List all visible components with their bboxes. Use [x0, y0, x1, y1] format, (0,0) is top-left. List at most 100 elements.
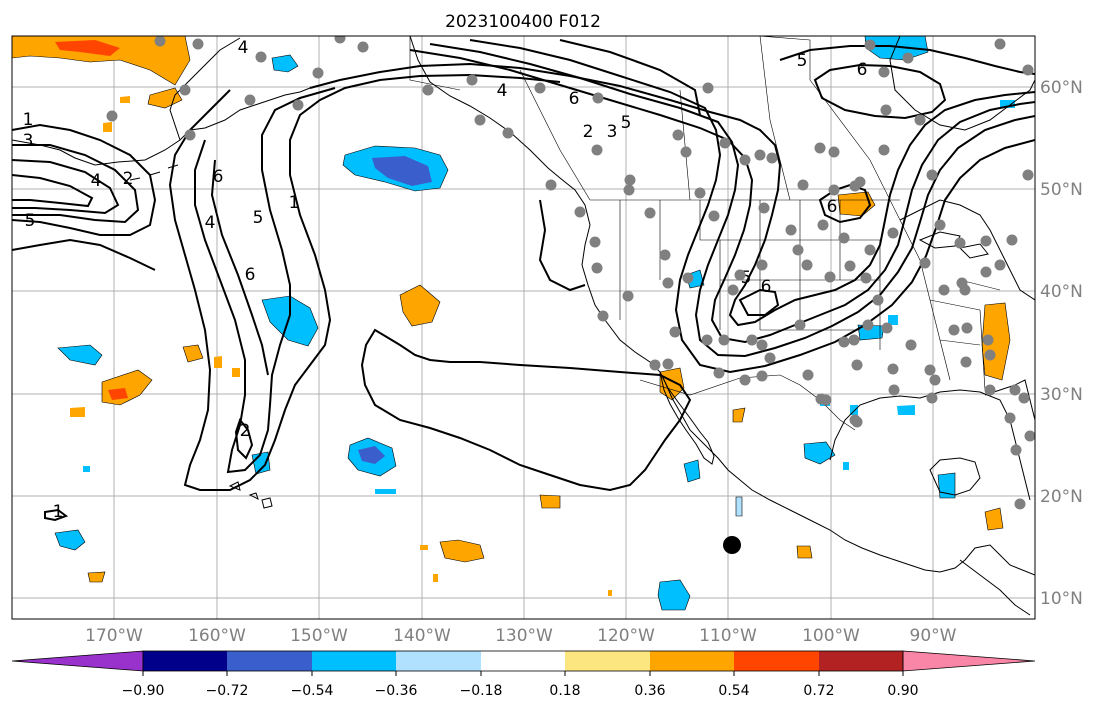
- station-marker: [961, 322, 973, 334]
- station-marker: [864, 244, 876, 256]
- station-marker: [802, 369, 814, 381]
- station-marker: [179, 84, 191, 96]
- station-marker: [924, 364, 936, 376]
- station-marker: [708, 210, 720, 222]
- station-marker: [192, 38, 204, 50]
- colorbar-segment: [650, 651, 734, 671]
- colorbar-tick-label: 0.72: [803, 683, 834, 699]
- station-marker: [422, 84, 434, 96]
- strong-positive-anomaly-area: [108, 388, 128, 400]
- station-marker: [719, 137, 731, 149]
- strong-negative-anomaly-area: [358, 446, 385, 464]
- station-marker: [662, 277, 674, 289]
- contour-label: 2: [240, 421, 251, 441]
- station-marker: [756, 370, 768, 382]
- colorbar-tick-label: −0.54: [291, 683, 334, 699]
- negative-anomaly-area: [803, 441, 836, 465]
- positive-anomaly-area: [12, 36, 191, 86]
- station-marker: [244, 94, 256, 106]
- lon-tick-label: 110°W: [699, 626, 757, 646]
- station-marker: [794, 319, 806, 331]
- lat-tick-label: 60°N: [1040, 78, 1083, 98]
- station-marker: [872, 294, 884, 306]
- station-marker: [701, 334, 713, 346]
- negative-anomaly-area: [683, 459, 701, 483]
- colorbar-tick-label: −0.90: [122, 683, 165, 699]
- station-marker: [1004, 412, 1016, 424]
- anomaly-shading: [12, 36, 1015, 611]
- colorbar-segment: [143, 651, 227, 671]
- positive-anomaly-area: [420, 545, 428, 550]
- negative-anomaly-area: [657, 579, 691, 611]
- station-marker: [1022, 169, 1034, 181]
- station-marker: [739, 374, 751, 386]
- station-marker: [828, 146, 840, 158]
- colorbar-segment: [565, 651, 650, 671]
- colorbar-outline: [142, 650, 904, 672]
- station-marker: [1014, 498, 1026, 510]
- positive-anomaly-area: [732, 407, 746, 423]
- positive-anomaly-area: [433, 574, 438, 582]
- station-marker: [702, 82, 714, 94]
- station-marker: [766, 152, 778, 164]
- colorbar-extend-low: [11, 650, 144, 672]
- colorbar-segment: [819, 651, 903, 671]
- contour-label: 5: [741, 268, 752, 288]
- strong-positive-anomaly-area: [55, 40, 120, 56]
- station-marker: [948, 324, 960, 336]
- station-marker: [466, 74, 478, 86]
- station-marker: [357, 41, 369, 53]
- lon-tick-label: 120°W: [597, 626, 655, 646]
- contour-label: 1: [23, 110, 34, 130]
- lat-tick-label: 50°N: [1040, 180, 1083, 200]
- station-marker: [815, 393, 827, 405]
- station-marker: [984, 384, 996, 396]
- station-marker: [984, 349, 996, 361]
- station-marker: [589, 236, 601, 248]
- lon-tick-label: 90°W: [910, 626, 957, 646]
- contour-label: 5: [621, 113, 632, 133]
- colorbar-extend-high: [902, 650, 1036, 672]
- station-marker: [154, 36, 166, 47]
- station-marker: [849, 180, 861, 192]
- station-marker: [887, 227, 899, 239]
- negative-anomaly-area: [271, 54, 299, 73]
- colorbar-segment: [396, 651, 481, 671]
- station-marker: [680, 146, 692, 158]
- station-marker: [814, 142, 826, 154]
- station-marker: [887, 363, 899, 375]
- station-marker: [860, 272, 872, 284]
- colorbar-tick-label: −0.36: [375, 683, 418, 699]
- station-marker: [926, 169, 938, 181]
- station-marker: [1010, 444, 1022, 456]
- station-marker: [694, 187, 706, 199]
- contour-label: 5: [25, 211, 36, 231]
- colorbar-segment: [481, 651, 565, 671]
- station-marker: [878, 66, 890, 78]
- station-marker: [1006, 234, 1018, 246]
- lat-tick-label: 30°N: [1040, 385, 1083, 405]
- station-marker: [1024, 430, 1035, 442]
- contour-label: 2: [583, 122, 594, 142]
- station-marker: [994, 38, 1006, 50]
- station-marker: [754, 149, 766, 161]
- contour-label: 2: [123, 169, 134, 189]
- negative-anomaly-area: [54, 529, 86, 551]
- colorbar-segments: [11, 650, 1036, 676]
- latitude-tick-labels: 60°N 50°N 40°N 30°N 20°N 10°N: [1040, 78, 1083, 609]
- station-marker: [739, 154, 751, 166]
- contour-label: 4: [91, 171, 102, 191]
- station-marker: [713, 367, 725, 379]
- positive-anomaly-area: [103, 122, 112, 132]
- figure-title: 2023100400 F012: [445, 12, 601, 32]
- station-marker: [662, 358, 674, 370]
- colorbar-tick-label: 0.36: [634, 683, 665, 699]
- station-marker: [184, 129, 196, 141]
- station-marker: [880, 104, 892, 116]
- negative-anomaly-area: [888, 315, 898, 325]
- station-marker: [914, 114, 926, 126]
- station-marker: [838, 232, 850, 244]
- station-marker: [106, 110, 118, 122]
- contour-label: 5: [253, 208, 264, 228]
- station-marker: [828, 184, 840, 196]
